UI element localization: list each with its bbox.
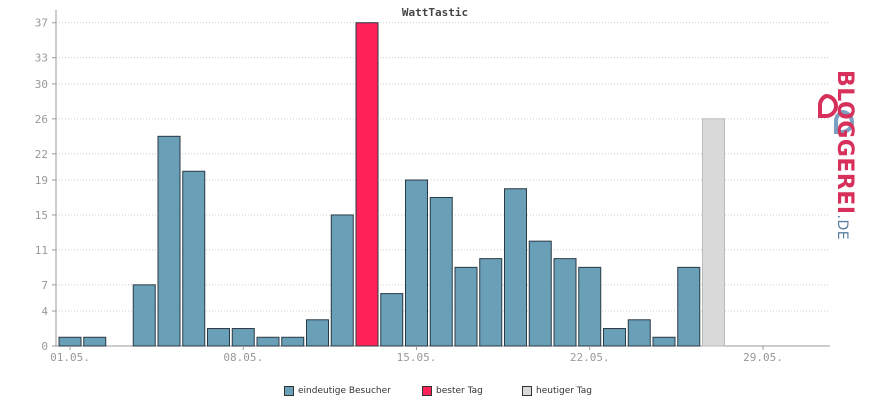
bar [504, 188, 527, 347]
y-tick-label: 0 [41, 340, 48, 353]
bar [454, 266, 478, 347]
bar [405, 179, 428, 347]
y-tick-label: 19 [35, 174, 48, 187]
x-tick-label: 22.05. [570, 351, 610, 364]
bloggerei-logo-text: BLOGGEREI.DE [832, 70, 857, 241]
x-tick-label: 01.05. [50, 351, 90, 364]
bar [380, 293, 404, 347]
legend-item-heutiger: heutiger Tag [522, 386, 592, 396]
legend-item-bester: bester Tag [422, 386, 483, 396]
bar-best-day [355, 22, 379, 347]
bar [578, 266, 602, 347]
y-tick-label: 30 [35, 78, 48, 91]
bar [627, 319, 651, 347]
legend-label-heutiger: heutiger Tag [536, 386, 593, 396]
bar [58, 336, 82, 347]
bar [429, 196, 453, 347]
bar [330, 214, 354, 347]
x-tick-label: 15.05. [397, 351, 437, 364]
bar [157, 135, 181, 347]
bar [281, 336, 305, 347]
bar [652, 336, 676, 347]
y-tick-label: 11 [35, 244, 48, 257]
y-tick-label: 7 [41, 279, 48, 292]
legend-item-eindeutige: eindeutige Besucher [284, 386, 391, 396]
bar [677, 266, 701, 347]
bar [306, 319, 329, 347]
legend-label-bester: bester Tag [436, 386, 483, 396]
y-tick-label: 33 [35, 52, 48, 65]
legend-swatch-heutiger [522, 386, 532, 396]
y-tick-label: 4 [41, 305, 48, 318]
bar [528, 240, 552, 347]
bar [207, 328, 230, 347]
bar-today [702, 118, 725, 347]
bar [231, 328, 255, 347]
bar [553, 258, 577, 347]
x-tick-label: 29.05. [743, 351, 783, 364]
legend-label-eindeutige: eindeutige Besucher [298, 386, 391, 396]
bar [603, 328, 626, 347]
bar [132, 284, 156, 347]
legend-swatch-bester [422, 386, 432, 396]
bar [182, 170, 206, 347]
y-tick-label: 26 [35, 113, 48, 126]
x-tick-label: 08.05. [223, 351, 263, 364]
chart-title: WattTastic [401, 6, 469, 19]
bar [83, 336, 107, 347]
bloggerei-logo-icon [818, 93, 854, 134]
y-tick-label: 37 [35, 17, 48, 30]
y-tick-label: 15 [35, 209, 48, 222]
bar [256, 336, 280, 347]
legend: eindeutige Besucher bester Tag heutiger … [0, 386, 870, 400]
bar [479, 258, 503, 347]
y-tick-label: 22 [35, 148, 48, 161]
legend-swatch-eindeutige [284, 386, 294, 396]
